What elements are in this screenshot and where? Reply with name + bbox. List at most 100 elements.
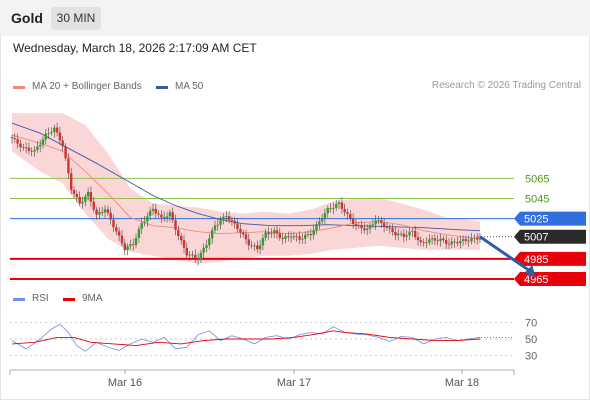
timeframe-button[interactable]: 30 MIN	[51, 7, 101, 30]
candle-body	[340, 202, 344, 209]
candle-body	[323, 213, 327, 220]
candle-body	[112, 219, 115, 228]
candle-body	[461, 239, 465, 242]
candle-body	[343, 208, 346, 213]
forecast-arrow-shaft	[479, 235, 533, 274]
candle-body	[445, 240, 448, 244]
candle-body	[433, 238, 437, 241]
candle-body	[464, 239, 468, 241]
level-label-5025: 5025	[524, 214, 548, 226]
candle-body	[168, 212, 172, 217]
level-tag-5025	[514, 211, 586, 226]
candle-body	[436, 240, 439, 242]
chart-header: Gold 30 MIN	[0, 0, 590, 36]
candle-body	[402, 233, 406, 237]
candle-body	[86, 192, 90, 197]
candle-body	[129, 244, 132, 247]
candle-body	[89, 192, 93, 202]
candle-body	[320, 219, 324, 222]
candle-body	[312, 230, 315, 236]
candle-body	[219, 220, 222, 225]
x-tick-label: Mar 16	[108, 377, 142, 389]
candle-body	[397, 233, 400, 236]
candle-body	[92, 201, 95, 210]
candle-body	[10, 137, 14, 139]
candle-body	[137, 228, 141, 238]
candle-body	[44, 133, 47, 140]
ma20-line	[11, 134, 481, 240]
candle-body	[182, 240, 186, 248]
candle-body	[301, 238, 304, 240]
candle-body	[414, 230, 417, 238]
candle-body	[399, 233, 403, 235]
candle-body	[244, 234, 248, 240]
candle-body	[27, 147, 31, 151]
candle-body	[30, 150, 33, 152]
candle-body	[81, 201, 84, 204]
candle-body	[50, 132, 53, 134]
candle-body	[213, 225, 217, 231]
candle-body	[134, 238, 138, 245]
candle-body	[366, 228, 369, 231]
candle-body	[281, 237, 284, 239]
candle-body	[58, 132, 62, 141]
candle-body	[174, 220, 177, 230]
candle-body	[126, 246, 129, 251]
level-tag-5007	[514, 229, 586, 244]
candle-body	[191, 254, 194, 256]
rsi-ma-legend-swatch	[63, 298, 75, 301]
level-tag-4985	[514, 251, 586, 266]
candle-body	[211, 230, 214, 239]
candle-body	[117, 231, 121, 236]
candle-body	[157, 213, 160, 215]
candle-body	[287, 236, 290, 237]
candle-body	[230, 220, 234, 221]
candle-body	[146, 216, 149, 222]
candle-body	[315, 224, 318, 231]
candle-body	[306, 234, 310, 235]
candle-body	[247, 239, 250, 246]
symbol-title: Gold	[11, 10, 43, 26]
rsi-legend-label: RSI	[32, 293, 49, 304]
candle-body	[442, 238, 445, 241]
candle-body	[154, 208, 157, 214]
candle-body	[143, 221, 146, 224]
candle-body	[309, 234, 312, 236]
candle-body	[267, 232, 270, 235]
candle-body	[123, 243, 126, 251]
candle-body	[478, 238, 482, 240]
candle-body	[298, 236, 301, 240]
candle-body	[394, 232, 397, 236]
candle-body	[326, 208, 329, 214]
candle-body	[476, 237, 479, 240]
rsi-tick-30: 30	[525, 350, 537, 362]
candle-body	[239, 228, 242, 233]
candle-body	[151, 208, 155, 211]
forecast-arrow-head	[524, 264, 536, 278]
candle-body	[101, 212, 104, 213]
candle-body	[351, 218, 355, 224]
candle-body	[289, 236, 293, 238]
candle-body	[227, 216, 231, 220]
research-credit: Research © 2026 Trading Central	[431, 80, 581, 91]
candle-body	[202, 247, 205, 253]
candle-body	[194, 254, 197, 259]
candle-body	[346, 212, 349, 215]
candle-body	[205, 245, 208, 248]
candle-body	[450, 241, 453, 245]
candle-body	[329, 208, 332, 209]
candle-body	[473, 237, 476, 239]
candle-body	[177, 229, 180, 236]
candle-body	[39, 144, 42, 147]
x-tick-label: Mar 18	[445, 377, 479, 389]
candle-body	[377, 220, 380, 221]
candle-body	[163, 217, 166, 219]
candle-body	[270, 233, 273, 235]
candle-body	[405, 235, 408, 237]
candle-body	[278, 233, 281, 238]
candle-body	[188, 254, 191, 256]
candle-body	[171, 212, 174, 221]
candle-body	[216, 224, 219, 226]
rsi-line	[11, 323, 481, 352]
candle-body	[75, 194, 78, 197]
